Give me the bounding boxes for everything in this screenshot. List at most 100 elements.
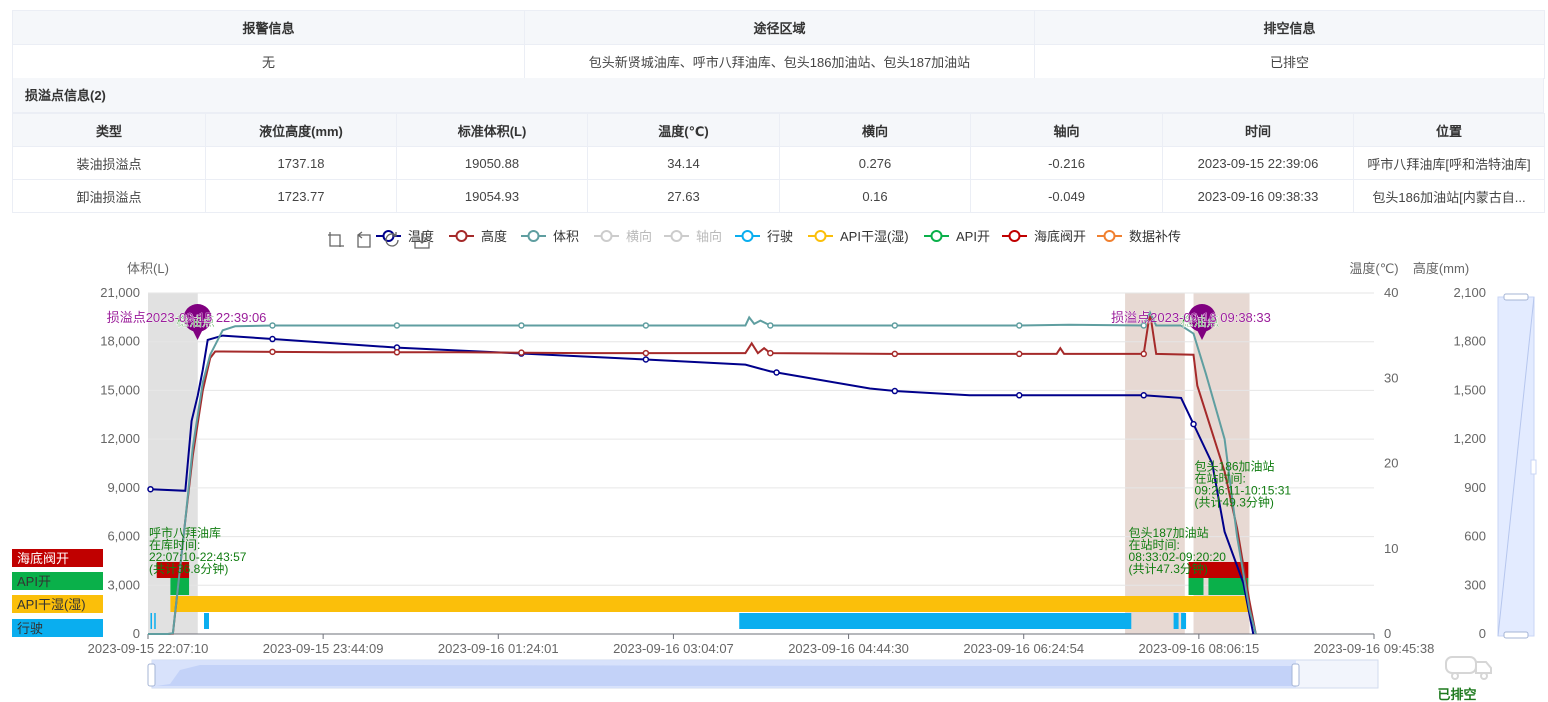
series-point [891,322,899,329]
legend-label[interactable]: 体积 [553,229,579,244]
header-alarm: 报警信息 [12,10,525,45]
legend-label[interactable]: 横向 [626,229,652,244]
vertical-slider-handle-top[interactable] [1503,293,1529,301]
empty-status-text: 已排空 [1437,687,1476,702]
cell-level: 1723.77 [205,179,397,213]
cell-lateral: 0.276 [779,146,971,180]
leak-marker-pin [1197,330,1208,340]
status-bar-segment [170,578,190,595]
series-point [518,322,525,329]
leak-marker-bubble[interactable] [183,304,212,332]
zoom-icon[interactable] [326,230,346,250]
legend-label[interactable]: 海底阀开 [1034,229,1086,244]
series-point [773,369,780,376]
y-left-tick: 9,000 [107,480,140,495]
legend-label[interactable]: 数据补传 [1129,229,1181,244]
legend-marker[interactable] [814,230,827,242]
station-annotation: 22:07:10-22:43:57 [149,550,247,564]
legend-marker[interactable] [930,230,943,242]
legend-marker[interactable] [1103,230,1116,242]
series-line-温度 [147,334,1255,635]
legend-marker[interactable] [1008,230,1021,242]
zoom-reset-icon[interactable] [354,230,374,250]
status-label-text: API开 [17,574,51,589]
datazoom-handle-left[interactable] [147,663,156,687]
series-point [393,349,401,356]
y-left-tick: 3,000 [107,577,140,592]
x-tick-label: 2023-09-16 08:06:15 [1138,641,1259,656]
vertical-slider-handle-bottom[interactable] [1503,631,1529,639]
y-height-tick: 0 [1479,626,1486,641]
y-left-tick: 6,000 [107,529,140,544]
series-point [891,350,899,358]
legend-marker[interactable] [670,230,683,242]
legend-label[interactable]: 高度 [481,229,507,244]
station-annotation: 在库时间: [149,537,200,552]
y-left-tick: 21,000 [100,285,140,300]
legend-label[interactable]: 行驶 [767,229,793,244]
series-point [767,322,774,329]
station-annotation: (共计47.3分钟) [1129,561,1208,576]
legend-label[interactable]: API干湿(湿) [840,229,909,244]
series-point [393,322,401,329]
col-temp: 温度(℃) [587,113,780,147]
station-annotation: 呼市八拜油库 [149,525,221,540]
empty-value: 已排空 [1034,44,1545,79]
y-temp-label: 温度(℃) [1349,261,1398,276]
legend-label[interactable]: 温度 [408,229,434,244]
status-bar-segment [170,596,1249,612]
y-height-tick: 2,100 [1453,285,1486,300]
series-point [642,356,650,363]
x-tick-label: 2023-09-16 01:24:01 [438,641,559,656]
col-time: 时间 [1162,113,1354,147]
series-point [269,335,276,343]
y-height-label: 高度(mm) [1413,261,1469,276]
x-tick-label: 2023-09-16 09:45:38 [1314,641,1435,656]
station-annotation: 09:26:11-10:15:31 [1195,483,1292,497]
download-icon[interactable] [412,230,432,250]
y-left-tick: 15,000 [100,382,140,397]
datazoom-preview [156,665,1292,686]
y-height-tick: 300 [1464,577,1486,592]
table-row: 装油损溢点 1737.18 19050.88 34.14 0.276 -0.21… [12,146,1545,180]
x-tick-label: 2023-09-15 23:44:09 [263,641,384,656]
y-height-tick: 600 [1464,529,1486,544]
restore-icon[interactable] [382,230,402,250]
legend-label[interactable]: 轴向 [696,229,722,244]
legend-marker[interactable] [527,230,540,242]
cell-location: 包头186加油站[内蒙古自... [1353,179,1545,213]
table-row: 卸油损溢点 1723.77 19054.93 27.63 0.16 -0.049… [12,179,1545,213]
y-left-tick: 18,000 [100,334,140,349]
y-height-tick: 1,800 [1453,334,1486,349]
legend-marker[interactable] [741,230,754,242]
x-tick-label: 2023-09-16 03:04:07 [613,641,734,656]
status-label-text: 行驶 [17,621,43,636]
status-bar-segment [1173,613,1179,629]
leak-tag: 稳油点 [176,314,215,329]
cell-volume: 19054.93 [396,179,588,213]
legend-label[interactable]: API开 [956,229,990,244]
status-bar-segment [154,613,156,629]
datazoom-handle-right[interactable] [1291,663,1300,687]
station-annotation: 08:33:02-09:20:20 [1129,550,1227,564]
status-bar-segment [150,613,152,629]
y-temp-tick: 40 [1384,285,1398,300]
series-point [269,348,276,356]
leak-label: 损溢点2023-09-15 22:39:06 [107,310,267,325]
leak-marker-bubble[interactable] [1188,304,1217,332]
header-empty: 排空信息 [1034,10,1545,45]
cell-temp: 27.63 [587,179,780,213]
series-point [891,387,899,395]
legend-marker[interactable] [455,230,468,242]
vertical-slider-grip[interactable] [1530,459,1537,475]
cell-axial: -0.216 [970,146,1163,180]
x-tick-label: 2023-09-15 22:07:10 [88,641,209,656]
route-value: 包头新贤城油库、呼市八拜油库、包头186加油站、包头187加油站 [524,44,1035,79]
series-point [1016,350,1023,358]
station-annotation: 在站时间: [1195,471,1246,485]
col-axial: 轴向 [970,113,1163,147]
legend-marker[interactable] [600,230,613,242]
leak-tag: 稳油点 [1181,314,1220,329]
x-tick-label: 2023-09-16 06:24:54 [963,641,1084,656]
status-label-text: API干湿(湿) [17,597,86,612]
